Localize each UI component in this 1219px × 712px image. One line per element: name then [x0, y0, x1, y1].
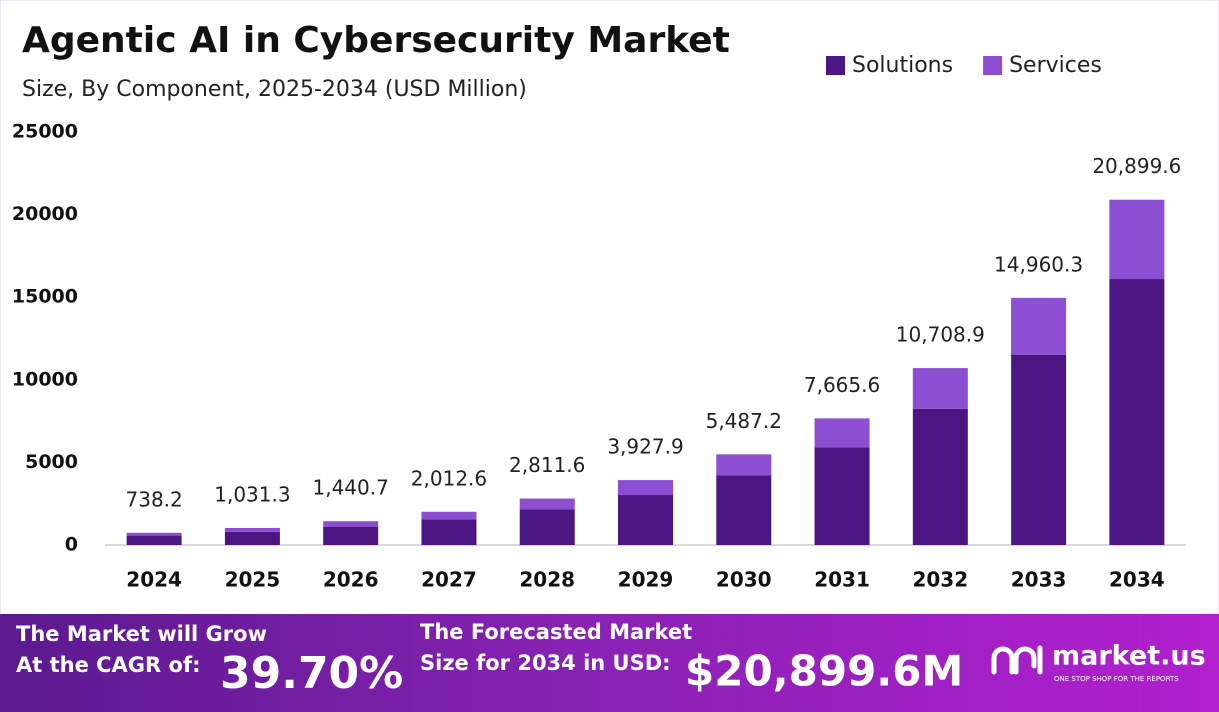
footer-text: Size for 2034 in USD: — [420, 651, 671, 675]
total-label: 1,031.3 — [214, 482, 290, 506]
total-label: 3,927.9 — [607, 435, 683, 459]
bar-segment — [618, 495, 673, 545]
y-tick-label: 5000 — [25, 451, 78, 473]
legend-swatch — [826, 56, 845, 75]
x-tick-label: 2025 — [225, 568, 281, 592]
bar-segment — [224, 527, 280, 532]
chart-subtitle: Size, By Component, 2025-2034 (USD Milli… — [22, 77, 527, 102]
bar-segment — [1011, 354, 1067, 545]
total-label: 738.2 — [126, 487, 183, 511]
x-tick-label: 2032 — [912, 568, 968, 592]
legend-swatch — [983, 56, 1003, 75]
footer-text: The Forecasted Market — [420, 620, 692, 644]
footer-value: $20,899.6M — [685, 647, 963, 696]
legend-label: Solutions — [852, 53, 953, 78]
total-label: 14,960.3 — [994, 252, 1083, 276]
bar-segment — [519, 498, 575, 510]
total-label: 10,708.9 — [896, 323, 985, 347]
x-tick-label: 2026 — [323, 568, 379, 592]
x-tick-label: 2034 — [1109, 568, 1165, 592]
bar-segment — [618, 480, 673, 496]
bar-segment — [323, 526, 379, 545]
bar-segment — [912, 368, 968, 409]
y-tick-label: 20000 — [12, 203, 78, 225]
footer-cagr: 39.70% — [220, 648, 403, 699]
bar-segment — [421, 519, 477, 545]
bar-segment — [912, 408, 968, 545]
y-tick-label: 15000 — [12, 286, 78, 308]
total-label: 7,665.6 — [804, 373, 880, 397]
brand-tagline: ONE STOP SHOP FOR THE REPORTS — [1054, 675, 1179, 683]
chart-title: Agentic AI in Cybersecurity Market — [22, 20, 730, 61]
total-label: 2,811.6 — [509, 453, 585, 477]
x-tick-label: 2027 — [421, 568, 477, 592]
bar-segment — [1011, 297, 1067, 355]
footer-text: The Market will Grow — [16, 622, 267, 646]
footer-text: At the CAGR of: — [16, 653, 201, 677]
x-tick-label: 2029 — [618, 568, 674, 592]
bar-segment — [421, 511, 477, 520]
x-tick-label: 2028 — [519, 568, 575, 592]
legend-label: Services — [1009, 53, 1102, 78]
bar-segment — [716, 454, 772, 476]
y-tick-label: 10000 — [12, 368, 78, 390]
total-label: 5,487.2 — [706, 409, 782, 433]
bar-segment — [519, 509, 575, 545]
y-tick-label: 25000 — [12, 121, 78, 143]
bar-segment — [814, 447, 870, 545]
y-tick-label: 0 — [65, 534, 78, 556]
x-tick-label: 2031 — [814, 568, 870, 592]
x-tick-label: 2030 — [716, 568, 772, 592]
bar-segment — [1109, 199, 1165, 280]
brand-name: market.us — [1052, 641, 1206, 672]
total-label: 2,012.6 — [411, 466, 487, 490]
bar-segment — [1109, 279, 1165, 545]
x-tick-label: 2024 — [126, 568, 182, 592]
bar-segment — [323, 521, 379, 527]
total-label: 20,899.6 — [1092, 154, 1181, 178]
bar-segment — [126, 532, 182, 536]
total-label: 1,440.7 — [313, 476, 389, 500]
bar-segment — [814, 418, 870, 448]
bar-segment — [716, 475, 772, 545]
bar-segment — [224, 531, 280, 545]
bar-segment — [126, 535, 182, 545]
x-tick-label: 2033 — [1011, 568, 1067, 592]
brand-logo — [991, 645, 1043, 675]
